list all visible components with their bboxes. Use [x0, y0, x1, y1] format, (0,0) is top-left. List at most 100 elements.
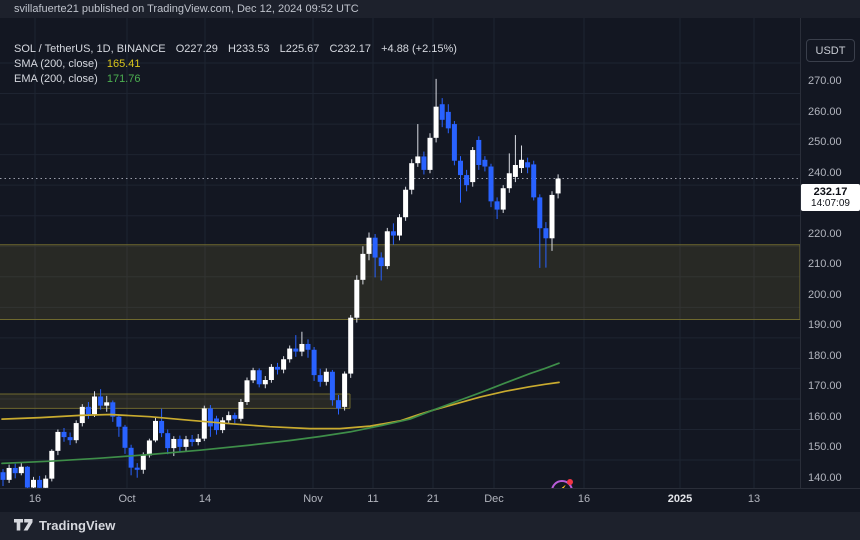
- candle-down: [421, 156, 427, 170]
- candle-down: [293, 348, 299, 352]
- candle-down: [525, 162, 531, 168]
- time-tick-label: 21: [426, 493, 440, 505]
- candle-down: [488, 166, 494, 202]
- tradingview-logo[interactable]: TradingView: [14, 518, 115, 533]
- candle-up: [268, 366, 274, 381]
- candle-down: [305, 343, 311, 350]
- candle-down: [110, 402, 116, 417]
- low-value: L225.67: [279, 43, 320, 55]
- candle-up: [287, 348, 293, 360]
- time-tick-label: 13: [747, 493, 761, 505]
- candle-up: [342, 373, 348, 407]
- time-tick-label: 14: [198, 493, 212, 505]
- candle-up: [220, 420, 226, 431]
- candle-up: [55, 431, 61, 451]
- price-tick-label: 190.00: [808, 319, 842, 332]
- time-tick-label: Oct: [118, 493, 136, 505]
- ema-label: EMA (200, close): [14, 73, 98, 85]
- candle-up: [281, 359, 287, 370]
- candle-up: [6, 467, 12, 480]
- candle-up: [104, 402, 110, 406]
- attribution-text: svillafuerte21 published on TradingView.…: [14, 3, 359, 15]
- candle-down: [336, 400, 341, 409]
- candle-up: [397, 217, 402, 236]
- candle-up: [146, 440, 152, 456]
- candle-up: [403, 189, 409, 218]
- symbol-title: SOL / TetherUS, 1D, BINANCE: [14, 43, 166, 55]
- price-axis[interactable]: USDT 270.00 260.00 250.00 240.00 220.00 210.0…: [801, 36, 860, 506]
- sma-label: SMA (200, close): [14, 58, 98, 70]
- time-tick-label: 11: [367, 493, 379, 505]
- candle-down: [98, 396, 104, 406]
- chart-pane[interactable]: ⚡ SOL / TetherUS, 1D, BINANCE O227.29 H2…: [0, 18, 801, 502]
- price-tick-label: 140.00: [808, 472, 842, 485]
- high-value: H233.53: [227, 43, 270, 55]
- candle-up: [299, 343, 305, 352]
- price-tick-label: 200.00: [808, 288, 842, 301]
- candle-up: [470, 150, 476, 183]
- time-tick-label: 16: [577, 493, 591, 505]
- candle-up: [244, 380, 250, 402]
- candle-up: [238, 401, 244, 419]
- candle-up: [92, 396, 97, 415]
- time-tick-label: 2025: [667, 493, 693, 505]
- candle-down: [214, 418, 219, 431]
- candle-down: [494, 201, 500, 210]
- price-tick-label: 180.00: [808, 349, 842, 362]
- time-axis[interactable]: 16 Oct 14 Nov 11 21 Dec 16 2025 13: [0, 489, 860, 512]
- candle-up: [73, 423, 79, 441]
- tradingview-logo-icon: [14, 518, 33, 530]
- candle-up: [31, 479, 36, 488]
- candle-down: [390, 231, 396, 236]
- sma-value: 165.41: [106, 58, 141, 70]
- candle-down: [165, 433, 171, 449]
- price-tick-label: 170.00: [808, 380, 842, 393]
- supply-demand-zone: [0, 394, 350, 409]
- candle-up: [360, 253, 366, 280]
- candle-down: [311, 349, 317, 376]
- axis-separator-vertical: [800, 18, 801, 512]
- candle-down: [122, 426, 128, 448]
- time-tick-label: Dec: [484, 493, 504, 505]
- candle-down: [37, 479, 43, 488]
- candle-up: [323, 371, 329, 382]
- candle-up: [171, 438, 177, 449]
- candle-down: [24, 466, 30, 488]
- candle-down: [317, 375, 323, 382]
- candle-up: [43, 478, 49, 488]
- candle-up: [348, 317, 354, 374]
- tradingview-logo-text: TradingView: [39, 518, 116, 533]
- candle-down: [464, 175, 470, 186]
- candle-down: [256, 370, 262, 385]
- price-tick-label: 250.00: [808, 136, 842, 149]
- time-tick-label: Nov: [303, 493, 323, 505]
- candle-up: [140, 455, 146, 470]
- candle-down: [189, 439, 195, 443]
- legend-sma-row: SMA (200, close) 165.41: [14, 57, 457, 71]
- candlestick-chart[interactable]: [0, 18, 801, 497]
- candle-down: [543, 228, 549, 239]
- attribution-bar: svillafuerte21 published on TradingView.…: [0, 0, 860, 18]
- current-price-label: 232.17 14:07:09: [801, 183, 860, 211]
- candle-down: [159, 420, 165, 434]
- candle-up: [195, 438, 201, 443]
- close-value: C232.17: [329, 43, 372, 55]
- legend-ema-row: EMA (200, close) 171.76: [14, 72, 457, 86]
- candle-up: [183, 439, 189, 447]
- candle-up: [500, 188, 506, 210]
- price-tick-label: 210.00: [808, 258, 842, 271]
- candle-down: [61, 431, 67, 438]
- candle-up: [427, 137, 433, 170]
- candle-down: [372, 237, 378, 258]
- candle-up: [18, 466, 24, 474]
- candle-down: [128, 447, 134, 468]
- candle-down: [482, 159, 488, 167]
- chart-zone: ⚡ SOL / TetherUS, 1D, BINANCE O227.29 H2…: [0, 18, 860, 506]
- change-value: +4.88 (+2.15%): [381, 43, 457, 55]
- candle-up: [153, 420, 158, 441]
- candle-down: [232, 415, 238, 419]
- currency-button[interactable]: USDT: [806, 39, 855, 62]
- candle-up: [49, 450, 55, 479]
- candle-down: [207, 408, 213, 427]
